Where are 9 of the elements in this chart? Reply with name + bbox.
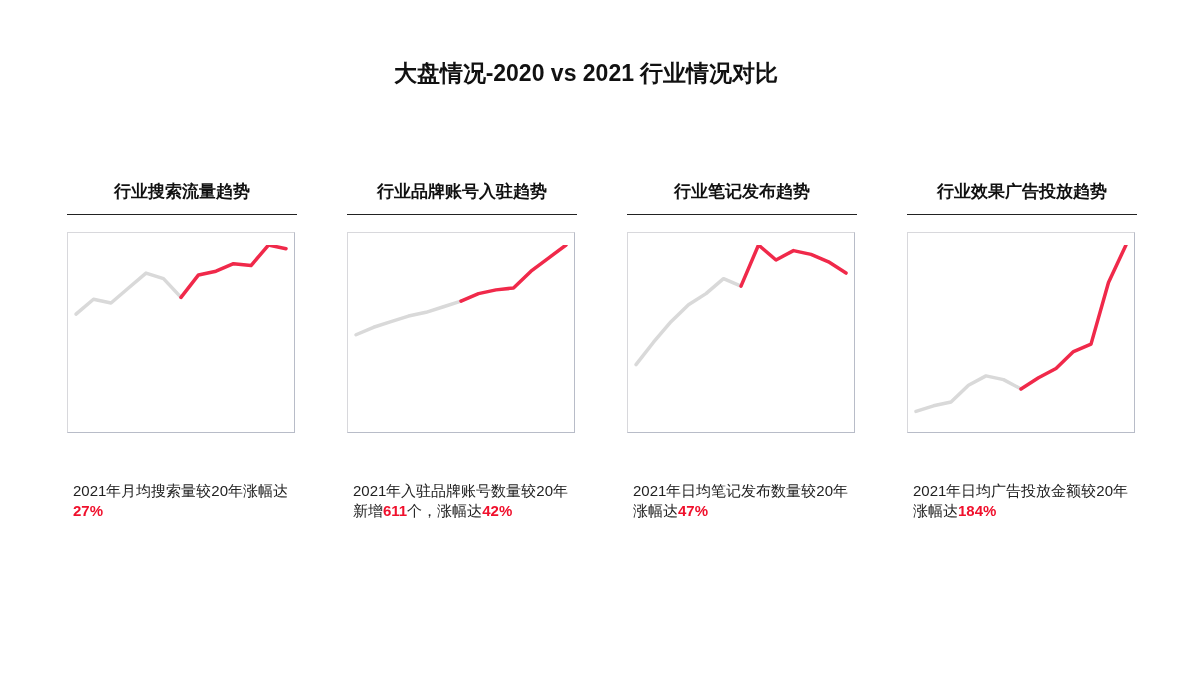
text: 2021年日均广告投放金额较20年涨幅达184%	[913, 482, 1129, 519]
chart-title: 行业效果广告投放趋势	[936, 181, 1108, 203]
text: 大盘情况-2020 vs 2021 行业情况对比	[392, 59, 780, 88]
text: 2021年月均搜索量较20年涨幅达27%	[73, 482, 289, 519]
chart-title: 行业品牌账号入驻趋势	[376, 181, 548, 203]
text: 2021年入驻品牌账号数量较20年新增611个，涨幅达42%	[353, 482, 569, 519]
text: 2021年日均笔记发布数量较20年涨幅达47%	[633, 482, 849, 519]
chart-title: 行业搜索流量趋势	[113, 181, 251, 203]
chart-title: 行业笔记发布趋势	[673, 181, 811, 203]
